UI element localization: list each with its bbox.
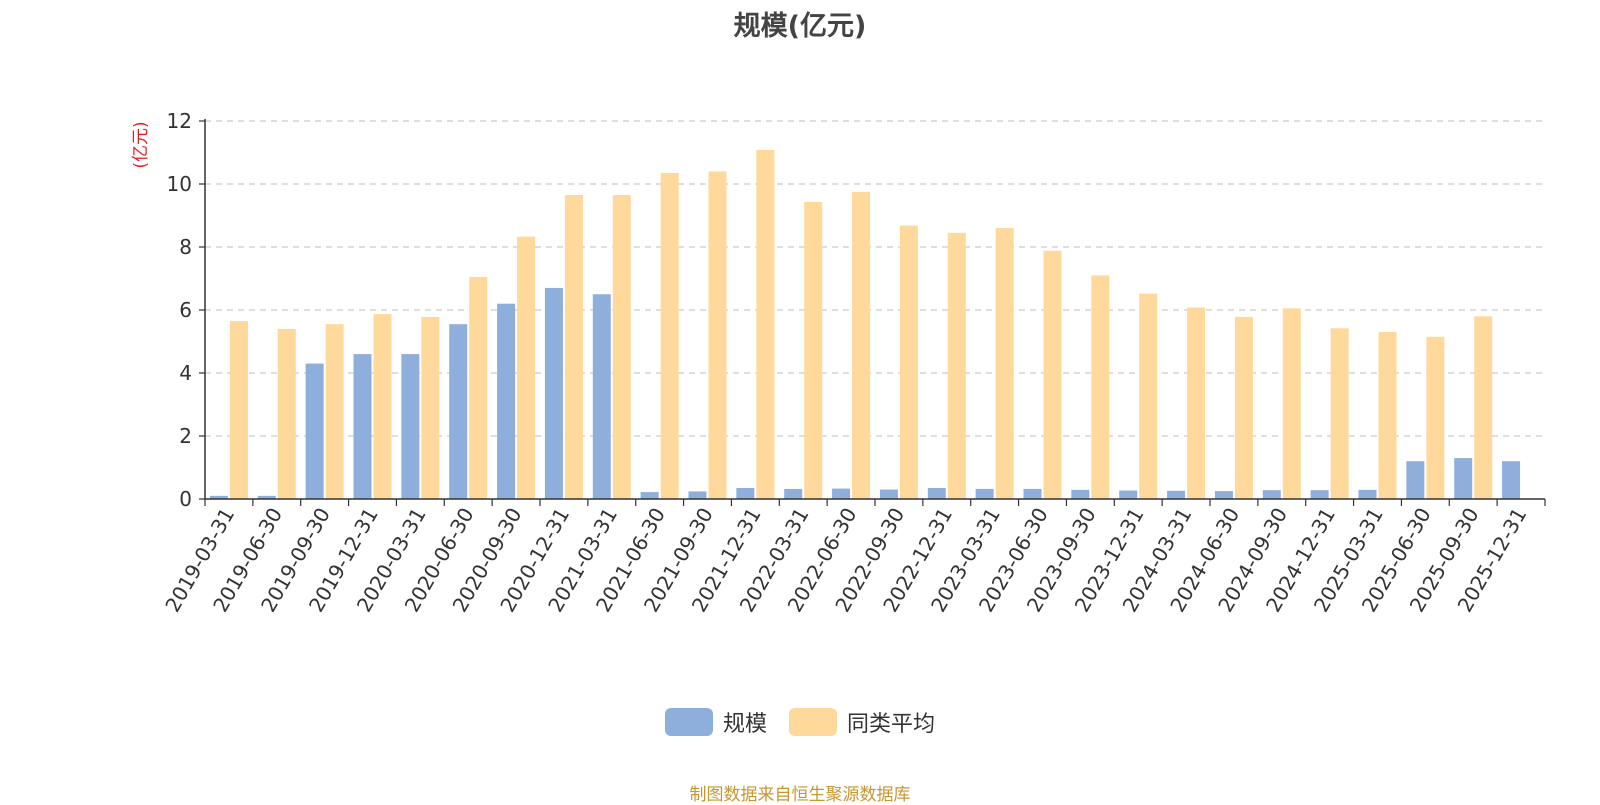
bar-peer-average[interactable] [421,316,440,499]
y-tick-label: 6 [179,298,192,322]
bar-peer-average[interactable] [1234,316,1253,499]
y-tick-label: 8 [179,235,192,259]
bar-peer-average[interactable] [1139,293,1158,499]
legend-item-peer-average[interactable]: 同类平均 [789,706,935,738]
bar-peer-average[interactable] [995,228,1014,499]
y-tick-label: 0 [179,487,192,511]
bar-peer-average[interactable] [1043,250,1062,499]
bar-scale[interactable] [1310,490,1329,499]
y-axis-title: (亿元) [131,121,151,168]
bar-peer-average[interactable] [1282,308,1301,499]
legend-swatch-peer-average [789,708,837,736]
bar-scale[interactable] [688,491,707,499]
bar-scale[interactable] [209,495,228,499]
bar-scale[interactable] [1262,490,1281,499]
bar-peer-average[interactable] [899,225,918,499]
bar-scale[interactable] [1502,461,1521,499]
bar-peer-average[interactable] [756,149,775,500]
bar-peer-average[interactable] [1187,307,1206,499]
bar-peer-average[interactable] [564,195,583,499]
bar-scale[interactable] [1214,491,1233,499]
legend-label-peer-average: 同类平均 [847,712,936,737]
bar-scale[interactable] [1071,489,1090,499]
bar-scale[interactable] [879,489,898,499]
bar-peer-average[interactable] [1091,275,1110,499]
bar-scale[interactable] [1119,490,1138,499]
legend-swatch-scale [664,708,713,736]
bar-peer-average[interactable] [517,236,536,500]
bar-peer-average[interactable] [1330,328,1349,499]
bar-peer-average[interactable] [1426,336,1445,499]
bar-scale[interactable] [832,488,851,499]
bar-peer-average[interactable] [708,171,727,499]
bar-peer-average[interactable] [804,201,823,499]
bar-scale[interactable] [736,487,755,499]
bars [209,149,1521,500]
bar-scale[interactable] [592,294,611,499]
bar-peer-average[interactable] [1474,316,1493,499]
bar-scale[interactable] [544,287,563,499]
y-tick-label: 2 [179,424,192,448]
bar-scale[interactable] [975,488,994,499]
bar-scale[interactable] [401,354,420,499]
data-source-footer: 制图数据来自恒生聚源数据库 [689,785,911,805]
bar-peer-average[interactable] [852,191,871,499]
bar-peer-average[interactable] [469,276,488,499]
bar-scale[interactable] [1358,489,1377,499]
legend: 规模 同类平均 [0,706,1600,738]
legend-item-scale[interactable]: 规模 [664,706,767,738]
bar-scale[interactable] [1167,490,1186,499]
bar-scale[interactable] [497,303,516,499]
y-tick-label: 10 [167,172,192,196]
bar-scale[interactable] [927,487,946,499]
bar-peer-average[interactable] [1378,332,1397,499]
y-tick-label: 4 [179,361,192,385]
bar-scale[interactable] [305,363,324,499]
bar-scale[interactable] [1406,461,1425,499]
bar-peer-average[interactable] [612,195,631,499]
bar-peer-average[interactable] [660,172,679,499]
bar-peer-average[interactable] [373,314,392,499]
bar-scale[interactable] [353,354,372,499]
bar-peer-average[interactable] [277,328,296,499]
y-tick-label: 12 [167,109,192,133]
legend-label-scale: 规模 [722,712,767,737]
bar-scale[interactable] [640,492,659,499]
bar-scale[interactable] [449,324,468,499]
bar-peer-average[interactable] [229,321,248,499]
bar-peer-average[interactable] [947,232,966,499]
bar-peer-average[interactable] [325,324,344,499]
bar-scale[interactable] [1023,488,1042,499]
bar-scale[interactable] [257,495,276,499]
chart-title: 规模(亿元) [733,11,867,42]
bar-scale[interactable] [1454,458,1473,499]
bar-scale[interactable] [784,488,803,499]
